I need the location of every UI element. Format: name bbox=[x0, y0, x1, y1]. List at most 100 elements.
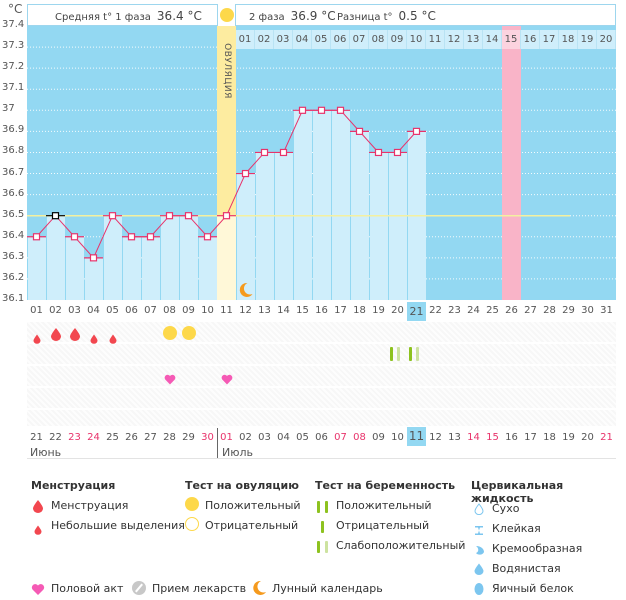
pregtest-positive-icon bbox=[317, 498, 331, 517]
phase2-average: 2 фаза 36.9 °C bbox=[249, 9, 336, 23]
ovulation-column-lower bbox=[217, 215, 236, 300]
temperature-point bbox=[336, 106, 345, 114]
intercourse-heart-icon[interactable] bbox=[221, 370, 233, 389]
ovulation-label-text: ОВУЛЯЦИЯ bbox=[222, 43, 232, 99]
calendar-date[interactable]: 17 bbox=[524, 432, 537, 443]
temperature-point bbox=[184, 212, 193, 220]
calendar-date[interactable]: 13 bbox=[448, 432, 461, 443]
spotting-drop-icon[interactable] bbox=[33, 329, 41, 348]
x-tick-label: 02 bbox=[49, 305, 62, 316]
calendar-date[interactable]: 07 bbox=[334, 432, 347, 443]
spotting-drop-icon[interactable] bbox=[90, 329, 98, 348]
calendar-date[interactable]: 27 bbox=[144, 432, 157, 443]
post-ovulation-day: 15 bbox=[502, 30, 521, 49]
temperature-point bbox=[298, 106, 307, 114]
post-ovulation-day: 07 bbox=[350, 30, 369, 49]
x-tick-label: 24 bbox=[467, 305, 480, 316]
legend-fluid-eggwhite: Яичный белок bbox=[492, 582, 574, 595]
phase1-label: Средняя t° 1 фаза bbox=[55, 12, 151, 23]
x-tick-label: 26 bbox=[505, 305, 518, 316]
x-tick-label: 01 bbox=[30, 305, 43, 316]
temperature-point bbox=[146, 233, 155, 241]
x-tick-label: 29 bbox=[562, 305, 575, 316]
post-ovulation-day: 01 bbox=[236, 30, 255, 49]
x-tick-label: 04 bbox=[87, 305, 100, 316]
legend-menstruation-title: Менструация bbox=[31, 479, 116, 492]
calendar-date[interactable]: 09 bbox=[372, 432, 385, 443]
temperature-bar bbox=[66, 236, 84, 300]
post-ovulation-day: 10 bbox=[407, 30, 426, 49]
calendar-date[interactable]: 04 bbox=[277, 432, 290, 443]
fluid-dry-icon bbox=[474, 500, 484, 519]
post-ovulation-day: 02 bbox=[255, 30, 274, 49]
calendar-date[interactable]: 16 bbox=[505, 432, 518, 443]
post-ovulation-day: 09 bbox=[388, 30, 407, 49]
calendar-date[interactable]: 19 bbox=[562, 432, 575, 443]
legend-pregtest-weak: Слабоположительный bbox=[336, 539, 466, 552]
y-tick-label: 36.9 bbox=[2, 124, 25, 136]
temperature-point bbox=[32, 233, 41, 241]
ovulation-sun-icon bbox=[220, 8, 234, 22]
x-tick-label: 13 bbox=[258, 305, 271, 316]
pregtest-weak-icon bbox=[317, 538, 331, 557]
pregnancy-test-weak-icon[interactable] bbox=[409, 346, 421, 365]
bbt-chart-svg bbox=[27, 26, 616, 300]
temperature-bar bbox=[275, 152, 293, 300]
post-ovulation-day: 17 bbox=[540, 30, 559, 49]
calendar-date[interactable]: 21 bbox=[600, 432, 613, 443]
row-medications bbox=[27, 388, 616, 408]
pregnancy-test-weak-icon[interactable] bbox=[390, 346, 402, 365]
x-tick-label: 28 bbox=[543, 305, 556, 316]
diff-value: 0.5 °C bbox=[398, 9, 436, 23]
temperature-bar bbox=[180, 215, 198, 300]
calendar-date[interactable]: 29 bbox=[182, 432, 195, 443]
calendar-date[interactable]: 22 bbox=[49, 432, 62, 443]
legend-fluid-creamy: Кремообразная bbox=[492, 542, 583, 555]
pregtest-negative-icon bbox=[321, 518, 325, 537]
x-tick-label: 17 bbox=[334, 305, 347, 316]
temperature-bar bbox=[85, 257, 103, 300]
calendar-date[interactable]: 12 bbox=[429, 432, 442, 443]
y-axis-unit: °C bbox=[8, 2, 23, 16]
x-tick-label: 11 bbox=[220, 305, 233, 316]
post-ovulation-day: 12 bbox=[445, 30, 464, 49]
calendar-date[interactable]: 28 bbox=[163, 432, 176, 443]
ovulation-test-positive-icon[interactable] bbox=[163, 326, 177, 340]
calendar-date[interactable]: 14 bbox=[467, 432, 480, 443]
spotting-drop-icon[interactable] bbox=[109, 329, 117, 348]
phase1-value: 36.4 °C bbox=[156, 9, 202, 23]
x-tick-label: 20 bbox=[391, 305, 404, 316]
post-ovulation-day: 08 bbox=[369, 30, 388, 49]
menstruation-drop-icon[interactable] bbox=[69, 326, 81, 345]
temperature-bar bbox=[104, 215, 122, 300]
temperature-point bbox=[241, 169, 250, 178]
post-ovulation-day: 11 bbox=[426, 30, 445, 49]
calendar-date[interactable]: 30 bbox=[201, 432, 214, 443]
moon-phase-icon bbox=[239, 282, 253, 297]
calendar-date[interactable]: 15 bbox=[486, 432, 499, 443]
x-tick-label: 30 bbox=[581, 305, 594, 316]
legend-fluid-sticky: Клейкая bbox=[492, 522, 541, 535]
calendar-date[interactable]: 18 bbox=[543, 432, 556, 443]
calendar-date[interactable]: 06 bbox=[315, 432, 328, 443]
calendar-date[interactable]: 05 bbox=[296, 432, 309, 443]
ovulation-test-positive-icon[interactable] bbox=[182, 326, 196, 340]
calendar-date[interactable]: 11 bbox=[407, 427, 426, 446]
menstruation-drop-icon[interactable] bbox=[50, 326, 62, 345]
calendar-date[interactable]: 21 bbox=[30, 432, 43, 443]
x-tick-label: 27 bbox=[524, 305, 537, 316]
calendar-date[interactable]: 24 bbox=[87, 432, 100, 443]
intercourse-heart-icon[interactable] bbox=[164, 370, 176, 389]
fluid-eggwhite-icon bbox=[474, 580, 484, 599]
calendar-date[interactable]: 20 bbox=[581, 432, 594, 443]
calendar-date[interactable]: 23 bbox=[68, 432, 81, 443]
calendar-date[interactable]: 02 bbox=[239, 432, 252, 443]
row-intercourse bbox=[27, 366, 616, 386]
calendar-date[interactable]: 10 bbox=[391, 432, 404, 443]
calendar-date[interactable]: 01 bbox=[220, 432, 233, 443]
calendar-date[interactable]: 25 bbox=[106, 432, 119, 443]
calendar-date[interactable]: 08 bbox=[353, 432, 366, 443]
legend-ovtest-negative: Отрицательный bbox=[205, 519, 299, 532]
calendar-date[interactable]: 26 bbox=[125, 432, 138, 443]
calendar-date[interactable]: 03 bbox=[258, 432, 271, 443]
